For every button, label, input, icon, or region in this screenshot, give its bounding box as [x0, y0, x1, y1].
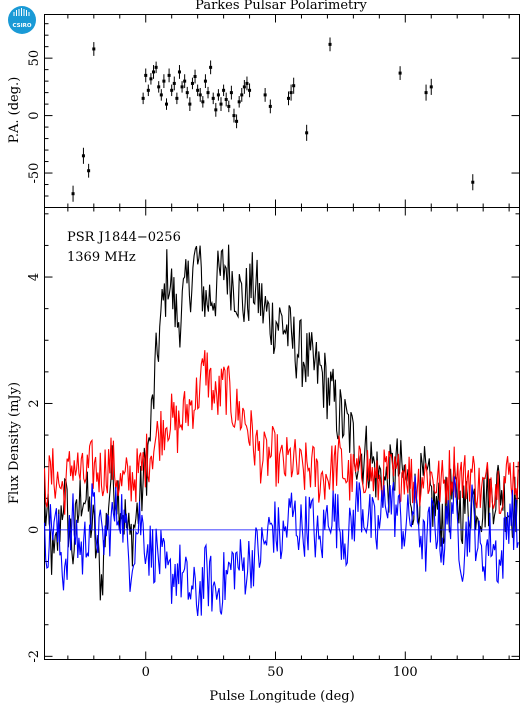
pa-point — [172, 81, 176, 85]
pa-panel-frame — [44, 14, 520, 208]
pa-point — [152, 70, 156, 74]
flux-series-2 — [43, 475, 519, 617]
flux-series-1 — [43, 350, 519, 515]
pa-point — [193, 75, 197, 79]
flux-ytick-label: 4 — [27, 273, 42, 281]
pa-point — [429, 85, 433, 89]
pa-point — [188, 102, 192, 106]
flux-panel: -2 0 2 4 0 50 100 PSR J1844−0256 1369 MHz Flux… — [7, 207, 520, 704]
chart-title: Parkes Pulsar Polarimetry — [195, 0, 367, 13]
flux-xtick-label: 100 — [393, 665, 418, 680]
pa-points — [71, 37, 475, 202]
pa-point — [471, 180, 475, 184]
pa-point — [203, 79, 207, 83]
pa-point — [232, 114, 236, 118]
pa-ytick-label: -50 — [27, 163, 42, 184]
pa-point — [292, 84, 296, 88]
pa-point — [289, 91, 293, 95]
pa-ytick-label: 0 — [27, 111, 42, 119]
pa-point — [229, 91, 233, 95]
pa-point — [87, 169, 91, 173]
flux-xtick-label: 0 — [142, 665, 150, 680]
pa-point — [71, 192, 75, 196]
pa-point — [268, 104, 272, 108]
pa-point — [245, 81, 249, 85]
pa-point — [240, 93, 244, 97]
pa-ylabel: P.A. (deg.) — [7, 77, 22, 144]
pa-ticks: -50 0 50 — [27, 14, 520, 208]
flux-lines — [43, 244, 520, 617]
pa-point — [196, 88, 200, 92]
pa-point — [81, 154, 85, 158]
flux-panel-frame — [44, 207, 520, 660]
pa-point — [206, 91, 210, 95]
pa-point — [180, 85, 184, 89]
pa-point — [398, 71, 402, 75]
pa-point — [219, 102, 223, 106]
pa-ytick-label: 50 — [27, 50, 42, 67]
pa-point — [424, 91, 428, 95]
pa-point — [201, 100, 205, 104]
pa-point — [211, 96, 215, 100]
pa-point — [183, 79, 187, 83]
pa-point — [328, 42, 332, 46]
logo-text: CSIRO — [12, 23, 31, 29]
pa-point — [222, 88, 226, 92]
pa-point — [263, 93, 267, 97]
flux-ylabel: Flux Density (mJy) — [7, 382, 22, 504]
pa-point — [190, 81, 194, 85]
csiro-logo: CSIRO — [8, 6, 36, 34]
pa-point — [286, 96, 290, 100]
pa-point — [167, 73, 171, 77]
pa-point — [235, 119, 239, 123]
pa-point — [92, 47, 96, 51]
pa-point — [209, 65, 213, 69]
pa-point — [144, 73, 148, 77]
pa-panel: -50 0 50 P.A. (deg.) — [7, 14, 520, 208]
pa-point — [214, 108, 218, 112]
pa-point — [162, 79, 166, 83]
pa-point — [242, 85, 246, 89]
flux-xlabel: Pulse Longitude (deg) — [209, 689, 354, 704]
flux-ytick-label: -2 — [27, 650, 42, 663]
pa-point — [185, 91, 189, 95]
pa-point — [198, 93, 202, 97]
pa-point — [146, 88, 150, 92]
flux-ytick-label: 0 — [27, 526, 42, 534]
pa-point — [157, 85, 161, 89]
pa-point — [248, 88, 252, 92]
pa-point — [175, 96, 179, 100]
pa-point — [159, 93, 163, 97]
pa-point — [177, 70, 181, 74]
psr-annotation: PSR J1844−0256 — [67, 230, 181, 245]
pa-point — [216, 93, 220, 97]
pa-point — [224, 98, 228, 102]
flux-xtick-label: 50 — [267, 665, 284, 680]
pa-point — [149, 77, 153, 81]
pa-point — [237, 100, 241, 104]
freq-annotation: 1369 MHz — [67, 250, 136, 265]
flux-series-0 — [43, 244, 519, 601]
flux-ticks: -2 0 2 4 0 50 100 — [27, 207, 520, 680]
pa-point — [141, 96, 145, 100]
pa-point — [227, 104, 231, 108]
pa-point — [164, 102, 168, 106]
flux-ytick-label: 2 — [27, 399, 42, 407]
pa-point — [305, 131, 309, 135]
pa-point — [154, 65, 158, 69]
pa-point — [170, 88, 174, 92]
